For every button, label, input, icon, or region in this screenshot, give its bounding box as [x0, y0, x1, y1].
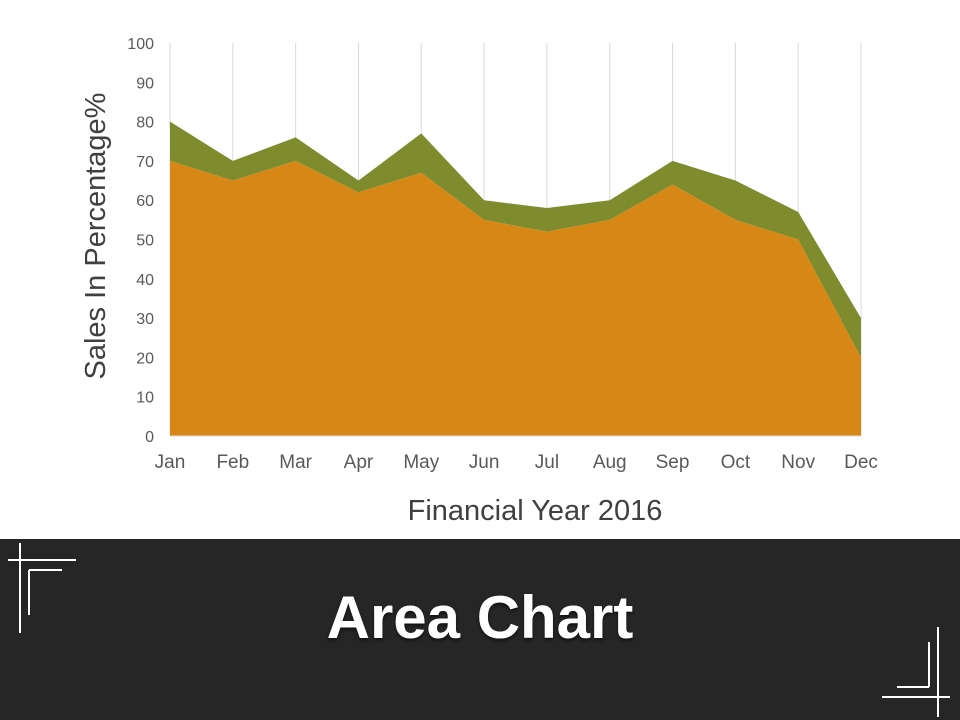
y-axis-title: Sales In Percentage% — [80, 93, 112, 380]
y-tick-label: 20 — [136, 350, 154, 367]
y-tick-label: 90 — [136, 75, 154, 92]
x-tick-label: Apr — [344, 452, 374, 473]
y-tick-label: 0 — [145, 429, 154, 446]
x-tick-label: Jun — [469, 452, 500, 473]
x-tick-label: Nov — [781, 452, 815, 473]
y-tick-label: 80 — [136, 115, 154, 132]
x-axis-title: Financial Year 2016 — [408, 495, 663, 527]
x-tick-label: May — [403, 452, 439, 473]
y-tick-label: 60 — [136, 193, 154, 210]
chart-svg: 0 10 20 30 40 50 60 70 80 90 100 Jan Feb Mar Apr May Ju… — [80, 36, 878, 527]
x-tick-label: Jul — [535, 452, 559, 473]
slide-title: Area Chart — [326, 584, 634, 651]
area-chart: 0 10 20 30 40 50 60 70 80 90 100 Jan Feb Mar Apr May Ju… — [80, 36, 878, 527]
area-series-2 — [170, 121, 861, 358]
y-tick-label: 40 — [136, 272, 154, 289]
y-tick-label: 50 — [136, 233, 154, 250]
y-tick-label: 10 — [136, 390, 154, 407]
y-tick-label: 30 — [136, 311, 154, 328]
x-tick-label: Sep — [656, 452, 690, 473]
x-tick-label: Aug — [593, 452, 627, 473]
x-tick-label: Mar — [279, 452, 312, 473]
y-tick-labels: 0 10 20 30 40 50 60 70 80 90 100 — [127, 36, 154, 446]
area-series-1 — [170, 160, 861, 436]
corner-bracket-top-left — [8, 543, 78, 635]
x-tick-label: Jan — [155, 452, 186, 473]
area-series — [170, 121, 861, 436]
x-tick-labels: Jan Feb Mar Apr May Jun Jul Aug Sep Oct Nov Dec — [155, 452, 878, 473]
y-tick-label: 70 — [136, 154, 154, 171]
x-tick-label: Oct — [721, 452, 751, 473]
x-tick-label: Feb — [216, 452, 249, 473]
title-band: Area Chart — [0, 539, 960, 720]
y-tick-label: 100 — [127, 36, 154, 53]
x-tick-label: Dec — [844, 452, 878, 473]
corner-bracket-bottom-right — [882, 627, 952, 719]
